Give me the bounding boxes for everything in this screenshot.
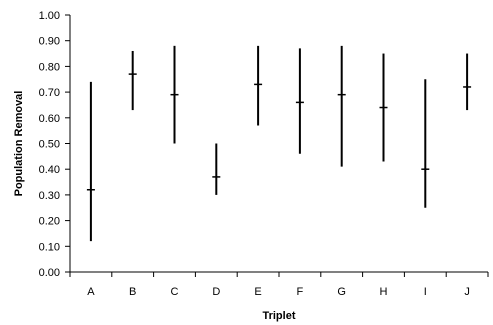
- y-tick-label: 0.80: [39, 61, 60, 73]
- x-axis-title: Triplet: [262, 310, 295, 322]
- y-tick-label: 1.00: [39, 10, 60, 22]
- y-axis-ticks: 0.00 0.10 0.20 0.30 0.40 0.50 0.60 0.70 0.80 0.90…: [39, 10, 70, 279]
- y-tick-label: 0.40: [39, 164, 60, 176]
- y-tick-label: 0.10: [39, 241, 60, 253]
- x-tick-label: B: [129, 286, 136, 298]
- x-tick-label: E: [254, 286, 261, 298]
- y-tick-label: 0.60: [39, 113, 60, 125]
- data-marks: [86, 45, 472, 242]
- y-tick-label: 0.30: [39, 190, 60, 202]
- y-tick-label: 0.50: [39, 139, 60, 151]
- y-tick-label: 0.90: [39, 36, 60, 48]
- x-tick-label: C: [171, 286, 179, 298]
- y-tick-label: 0.00: [39, 267, 60, 279]
- x-tick-label: G: [337, 286, 346, 298]
- x-tick-label: D: [212, 286, 220, 298]
- y-tick-label: 0.70: [39, 87, 60, 99]
- x-tick-label: F: [297, 286, 304, 298]
- y-axis-title: Population Removal: [13, 91, 25, 197]
- x-tick-label: I: [424, 286, 427, 298]
- x-tick-label: A: [87, 286, 95, 298]
- y-tick-label: 0.20: [39, 216, 60, 228]
- x-tick-label: J: [464, 286, 470, 298]
- x-tick-label: H: [380, 286, 388, 298]
- x-axis-ticks: A B C D E F G H I J: [69, 272, 489, 298]
